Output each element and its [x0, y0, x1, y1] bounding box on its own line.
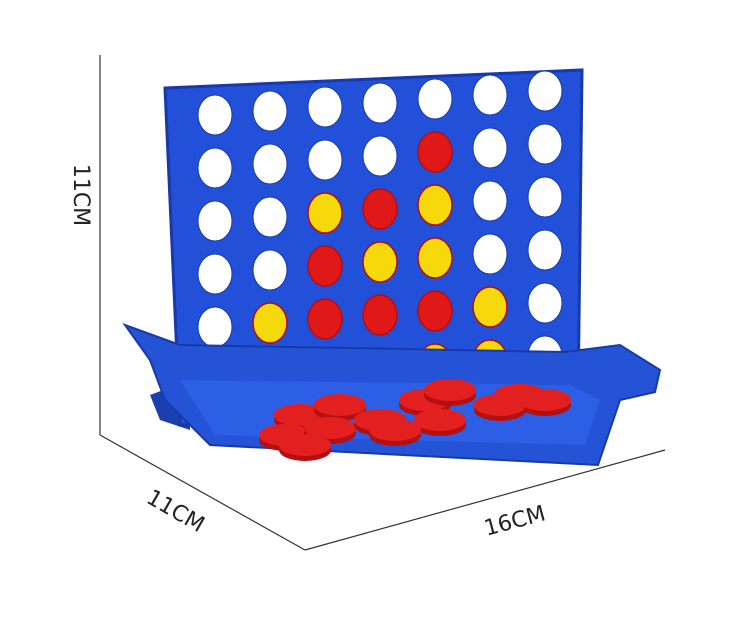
- hole: [307, 139, 343, 181]
- chip: [519, 389, 571, 411]
- disc: [307, 298, 343, 340]
- disc: [472, 286, 508, 328]
- disc: [307, 245, 343, 287]
- hole: [527, 123, 563, 165]
- disc: [362, 188, 398, 230]
- hole: [252, 143, 288, 185]
- hole: [252, 249, 288, 291]
- disc: [417, 131, 453, 173]
- chip: [414, 409, 466, 431]
- disc: [362, 294, 398, 336]
- disc: [417, 237, 453, 279]
- disc: [362, 241, 398, 283]
- hole: [527, 176, 563, 218]
- hole: [197, 253, 233, 295]
- disc: [417, 184, 453, 226]
- hole: [472, 180, 508, 222]
- hole: [197, 306, 233, 348]
- hole: [362, 82, 398, 124]
- chip: [304, 417, 356, 439]
- loose-chips: [259, 379, 571, 461]
- hole: [527, 70, 563, 112]
- height-label: 11CM: [68, 164, 93, 226]
- chip: [279, 434, 331, 456]
- hole: [307, 86, 343, 128]
- hole: [197, 200, 233, 242]
- chip: [369, 419, 421, 441]
- hole: [252, 90, 288, 132]
- disc: [252, 302, 288, 344]
- hole: [472, 233, 508, 275]
- hole: [527, 282, 563, 324]
- hole: [472, 74, 508, 116]
- hole: [197, 94, 233, 136]
- chip: [474, 394, 526, 416]
- chip: [314, 394, 366, 416]
- hole: [252, 196, 288, 238]
- hole: [417, 78, 453, 120]
- width-line: [304, 449, 666, 551]
- chip: [424, 379, 476, 401]
- hole: [472, 127, 508, 169]
- depth-line: [99, 434, 306, 551]
- hole: [527, 229, 563, 271]
- hole: [197, 147, 233, 189]
- hole: [362, 135, 398, 177]
- disc: [417, 290, 453, 332]
- disc: [307, 192, 343, 234]
